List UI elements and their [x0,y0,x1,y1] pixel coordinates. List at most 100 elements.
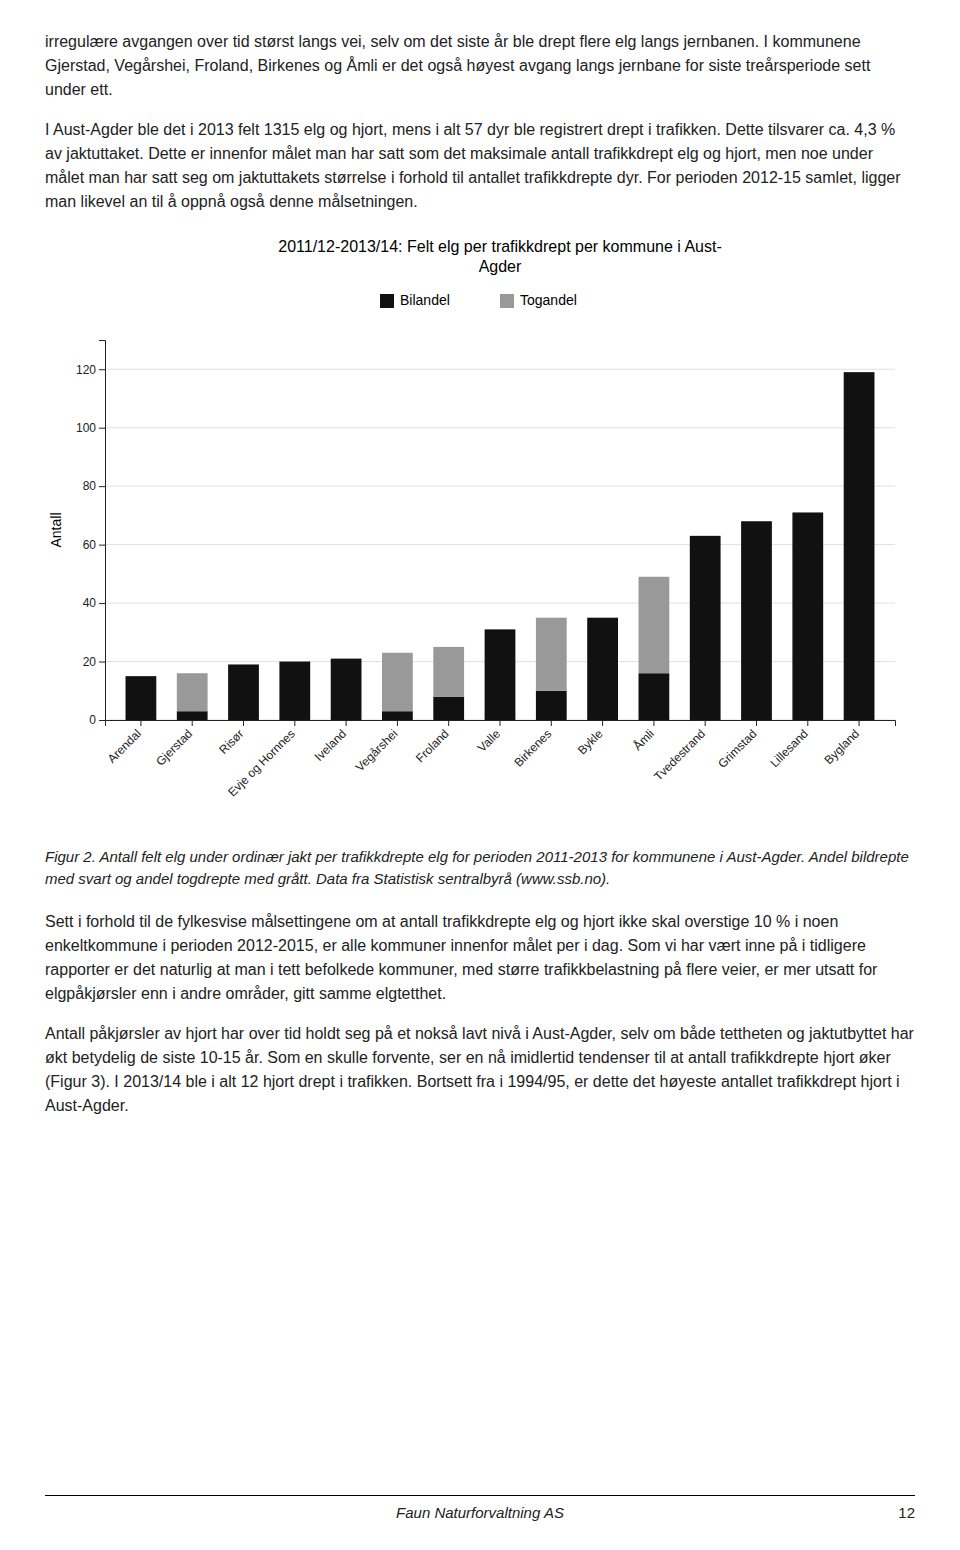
bottom-text: Sett i forhold til de fylkesvise målsett… [45,910,915,1118]
x-tick-label: Risør [216,727,246,757]
bar-segment [433,697,464,720]
y-tick-label: 80 [83,479,97,493]
chart-svg: 020406080100120ArendalGjerstadRisørEvje … [45,230,915,840]
x-tick: Valle [475,720,503,755]
y-tick-mark [99,603,105,604]
y-tick: 20 [83,655,105,669]
x-tick: Bygland [821,720,862,767]
x-tick-label: Lillesand [767,727,810,770]
bar-segment [844,372,875,373]
x-tick-mark [653,720,654,726]
bar-segment [587,617,618,618]
bar-segment [433,647,464,697]
bar-segment [177,711,208,720]
y-tick-mark [99,662,105,663]
bar-segment [228,664,259,720]
paragraph: Sett i forhold til de fylkesvise målsett… [45,910,915,1006]
x-tick-label: Bygland [821,727,862,768]
bar-segment [279,661,310,662]
x-tick-label: Tvedestrand [651,727,708,784]
x-tick-label: Iveland [312,727,349,764]
bar-segment [177,673,208,711]
y-axis-line [99,341,106,721]
y-tick-label: 120 [76,363,96,377]
x-tick-mark [243,720,244,726]
y-tick-mark [99,486,105,487]
x-tick-mark [500,720,501,726]
y-tick: 40 [83,596,105,610]
bar-segment [792,512,823,720]
bar-segment [536,691,567,720]
bar-segment [741,521,772,522]
legend-swatch [500,294,514,308]
x-tick-mark [807,720,808,726]
x-tick-mark [705,720,706,726]
bar-series [177,577,669,711]
plot: 020406080100120ArendalGjerstadRisørEvje … [48,341,896,800]
bar-segment [331,658,362,659]
bar-segment [126,676,157,720]
x-tick: Evje og Hornnes [225,720,298,799]
legend-item: Togandel [500,292,577,308]
chart: 020406080100120ArendalGjerstadRisørEvje … [45,230,915,840]
bar-segment [844,372,875,720]
grid-line [105,369,895,370]
grid-line [105,427,895,428]
x-tick: Tvedestrand [651,720,708,784]
x-tick-label: Grimstad [715,727,759,771]
y-axis-label: Antall [48,512,64,547]
bar-segment [587,618,618,720]
x-tick: Risør [216,720,246,757]
x-tick: Froland [413,720,452,765]
x-tick-mark [602,720,603,726]
y-tick: 100 [76,421,105,435]
y-tick-label: 0 [89,713,96,727]
bar-segment [690,535,721,536]
y-tick-label: 20 [83,655,97,669]
y-axis: 0 20 40 60 80 100 120 [76,341,106,728]
bar-segment [485,629,516,630]
x-tick-label: Birkenes [511,727,554,770]
x-tick-label: Vegårshei [353,727,401,775]
bar-segment [639,577,670,673]
footer: Faun Naturforvaltning AS12 [45,1495,915,1530]
bar-segment [228,664,259,665]
page: {"chart_data": {"type": "bar", "stacked"… [0,0,960,1550]
y-tick-mark [99,369,105,370]
x-tick-label: Åmli [630,726,657,753]
x-tick-mark [346,720,347,726]
x-tick-label: Froland [413,727,452,766]
legend-label: Bilandel [400,292,450,308]
x-tick: Iveland [312,720,349,764]
paragraph: Antall påkjørsler av hjort har over tid … [45,1022,915,1118]
x-axis-line [106,721,896,727]
x-tick: Bykle [575,720,606,757]
bar-segment [382,711,413,720]
y-tick-label: 60 [83,538,97,552]
x-tick-mark [551,720,552,726]
caption-box: Figur 2. Antall felt elg under ordinær j… [45,846,915,890]
bar-segment [382,653,413,711]
y-tick-mark [99,545,105,546]
footer-left: Faun Naturforvaltning AS [45,1504,915,1521]
y-tick: 120 [76,363,105,377]
x-tick-label: Bykle [575,726,606,757]
legend-item: Bilandel [380,292,450,308]
bar-segment [331,659,362,720]
x-tick: Birkenes [511,720,554,770]
x-tick: Vegårshei [353,720,401,774]
bar-segment [741,521,772,720]
y-tick-label: 100 [76,421,96,435]
bar-segment [536,618,567,691]
y-tick-mark [99,428,105,429]
x-tick: Arendal [105,720,144,766]
y-tick: 0 [89,713,105,727]
footer-right: 12 [898,1504,915,1521]
bar-segment [126,676,157,677]
grid-line [105,544,895,545]
chart-title: 2011/12-2013/14: Felt elg per trafikkdre… [278,238,722,275]
x-tick-mark [756,720,757,726]
bar-series [126,372,875,720]
x-tick-label: Evje og Hornnes [225,727,298,800]
grid-line [105,603,895,604]
